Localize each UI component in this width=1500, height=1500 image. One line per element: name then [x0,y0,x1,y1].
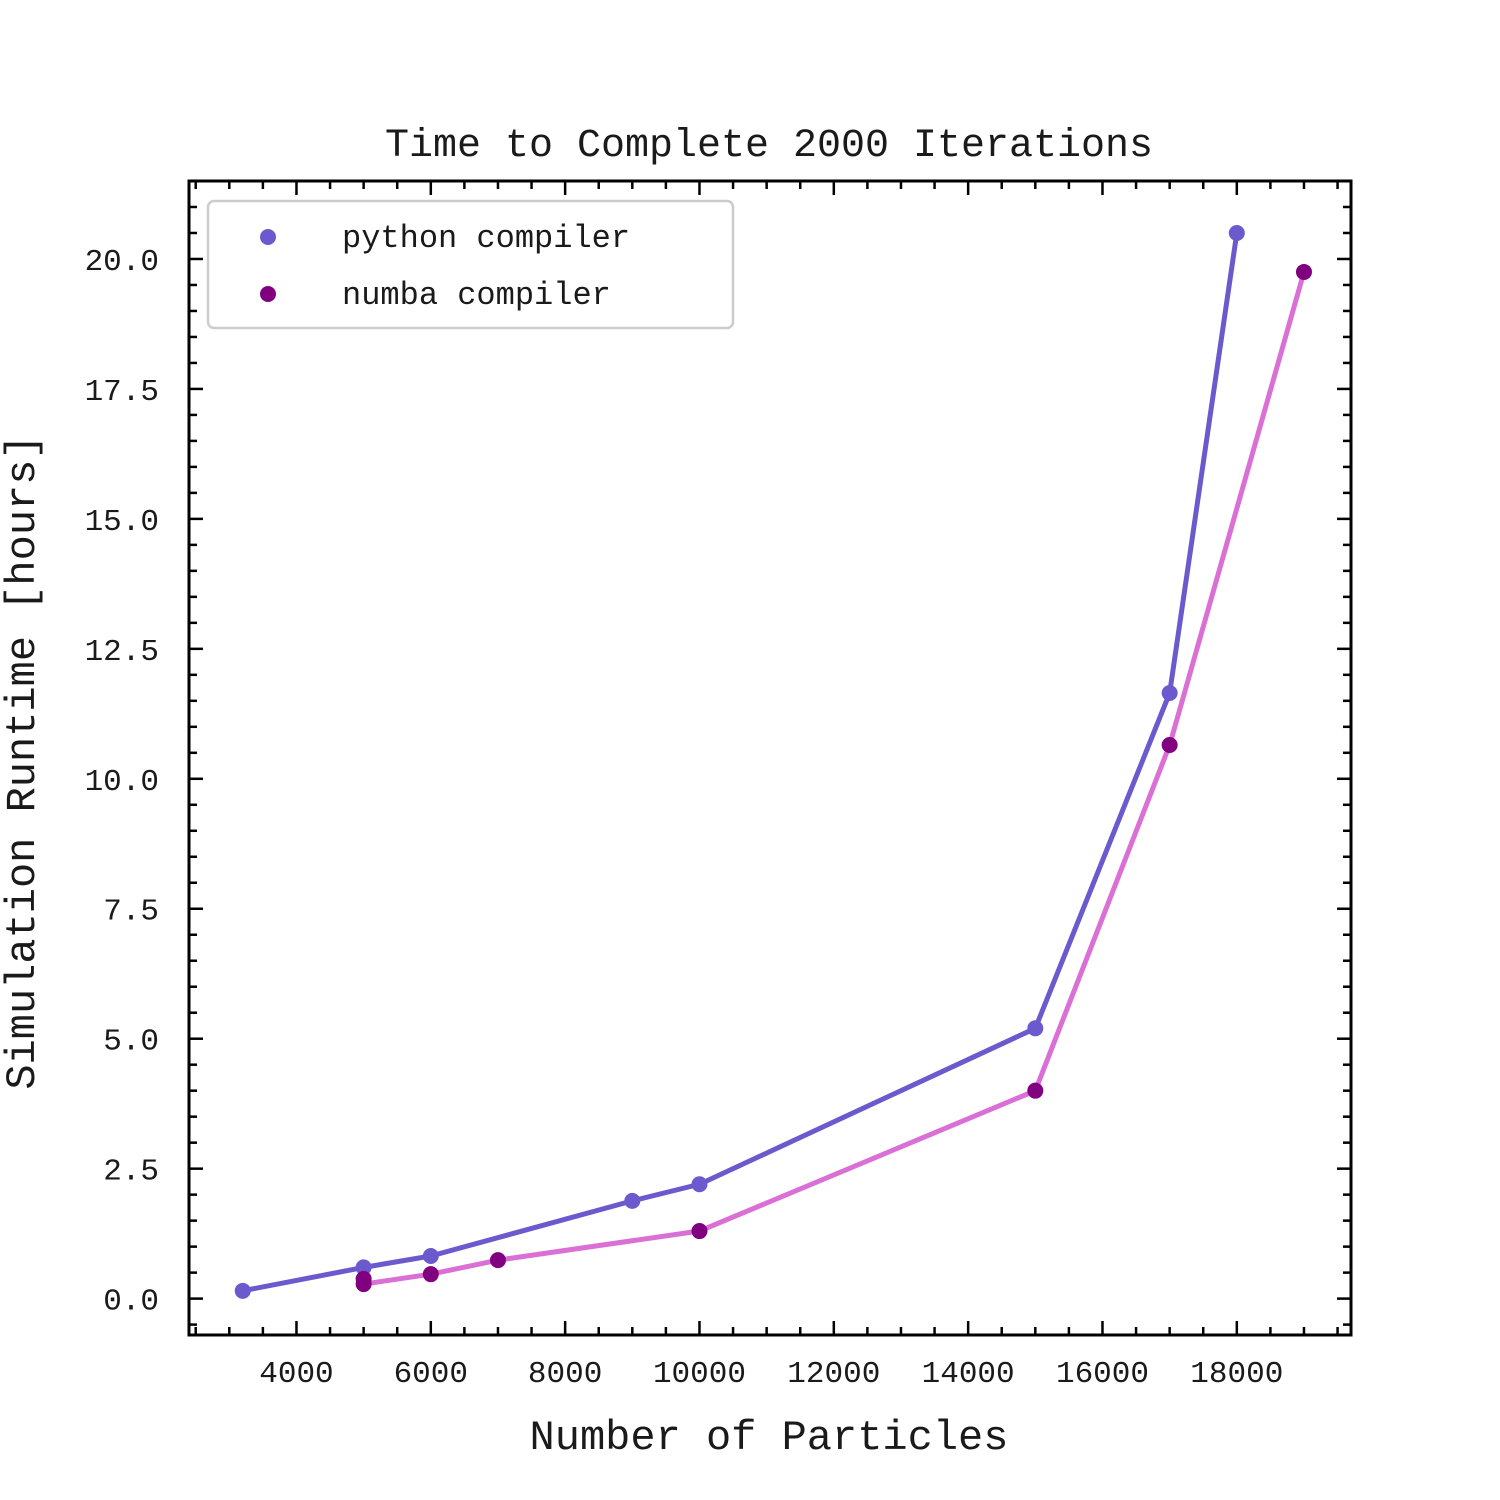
data-point-numba [355,1276,372,1293]
data-point-python [691,1176,708,1193]
legend-label-python: python compiler [342,220,630,257]
y-tick-label: 12.5 [85,635,159,670]
series-layer [234,224,1312,1299]
data-point-python [1228,224,1245,241]
y-tick-label: 10.0 [85,765,159,800]
data-point-python [624,1192,641,1209]
data-point-numba [1295,263,1312,280]
y-axis-label: Simulation Runtime [hours] [0,434,47,1089]
x-tick-label: 18000 [1190,1357,1283,1392]
data-point-python [234,1282,251,1299]
axis-ticks: 4000 6000 8000 10000 12000 14000 16000 18000 0.0… [85,181,1351,1392]
data-point-numba [422,1266,439,1283]
x-tick-label: 8000 [528,1357,602,1392]
series-line-numba [361,271,1307,1287]
data-point-numba [691,1223,708,1240]
y-tick-label: 5.0 [103,1025,159,1060]
legend: python compiler numba compiler [206,199,735,330]
data-point-numba [489,1252,506,1269]
y-tick-label: 0.0 [103,1285,159,1320]
legend-label-numba: numba compiler [342,277,611,314]
x-tick-label: 14000 [922,1357,1015,1392]
series-line-python [242,232,1240,1294]
data-point-numba [1027,1082,1044,1099]
y-tick-label: 17.5 [85,375,159,410]
x-tick-label: 16000 [1056,1357,1149,1392]
data-point-python [1027,1020,1044,1037]
chart-title: Time to Complete 2000 Iterations [385,124,1153,169]
x-axis-label: Number of Particles [530,1414,1009,1462]
y-tick-label: 15.0 [85,505,159,540]
plot-frame [187,179,1353,1337]
y-tick-label: 2.5 [103,1155,159,1190]
legend-box [206,199,735,330]
data-point-numba [1161,737,1178,754]
legend-marker-numba [260,286,276,302]
legend-marker-python [260,229,276,245]
x-tick-label: 6000 [394,1357,468,1392]
x-tick-label: 12000 [787,1357,880,1392]
data-point-python [355,1259,372,1276]
x-tick-label: 10000 [653,1357,746,1392]
y-tick-label: 20.0 [85,245,159,280]
x-tick-label: 4000 [259,1357,333,1392]
data-point-python [1161,685,1178,702]
data-point-python [422,1247,439,1264]
y-tick-label: 7.5 [103,895,159,930]
